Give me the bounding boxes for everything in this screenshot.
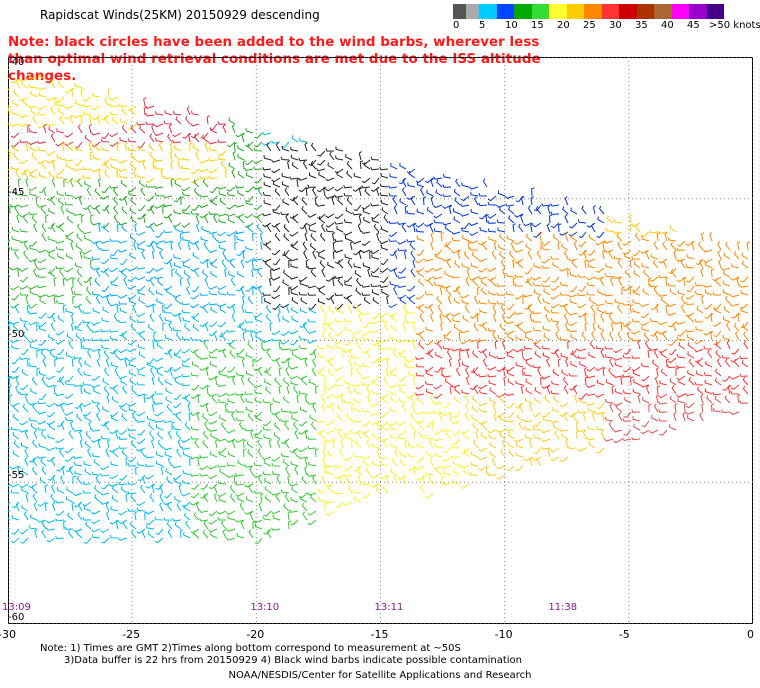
altitude-warning-note: Note: black circles have been added to t… (8, 34, 541, 84)
longitude-label: -5 (618, 628, 630, 641)
latitude-label: -60 (8, 612, 25, 623)
scale-swatch (584, 4, 602, 19)
scale-swatch (514, 4, 532, 19)
scale-swatch (496, 4, 514, 19)
scale-tick-label: >50 knots (709, 20, 760, 31)
footnote-line-1: Note: 1) Times are GMT 2)Times along bot… (40, 643, 461, 654)
longitude-label: -30 (0, 628, 16, 641)
latitude-label: -50 (8, 328, 25, 340)
credit-line: NOAA/NESDIS/Center for Satellite Applica… (228, 670, 532, 681)
scale-tick-label: 45 (687, 20, 700, 31)
scale-tick-label: 10 (505, 20, 518, 31)
time-label: 13:09 (2, 602, 31, 613)
scale-swatch (479, 4, 497, 19)
footnotes: Note: 1) Times are GMT 2)Times along bot… (40, 643, 522, 667)
color-scale-labels: 0 5 10 15 20 25 30 35 40 45 >50 knots (453, 20, 760, 34)
wind-barbs (8, 68, 751, 545)
color-scale-bar (453, 4, 724, 20)
scale-swatch (706, 4, 724, 19)
scale-tick-label: 5 (479, 20, 486, 31)
wind-barb-map[interactable] (8, 57, 753, 624)
longitude-label: -25 (122, 628, 141, 641)
latitude-label: -45 (8, 186, 25, 198)
scale-swatch (619, 4, 637, 19)
scale-tick-label: 0 (453, 20, 460, 31)
scale-swatch (466, 4, 479, 19)
scale-swatch (566, 4, 584, 19)
scale-swatch (689, 4, 707, 19)
longitude-label: -10 (494, 628, 513, 641)
footnote-line-2: 3)Data buffer is 22 hrs from 20150929 4)… (64, 655, 522, 666)
scale-tick-label: 40 (661, 20, 674, 31)
latitude-label: -40 (8, 57, 25, 68)
scale-tick-label: 25 (583, 20, 596, 31)
scale-swatch (453, 4, 466, 19)
scale-tick-label: 35 (635, 20, 648, 31)
longitude-label: -15 (370, 628, 389, 641)
latitude-label: -55 (8, 470, 25, 482)
scale-tick-label: 20 (557, 20, 570, 31)
time-label: 13:10 (250, 602, 280, 613)
longitude-label: -20 (246, 628, 265, 641)
longitude-label: 0 (747, 628, 754, 641)
scale-tick-label: 15 (531, 20, 544, 31)
scale-swatch (671, 4, 689, 19)
scale-swatch (549, 4, 567, 19)
time-label: 13:11 (374, 602, 404, 613)
scale-tick-label: 30 (609, 20, 622, 31)
time-label: 11:38 (548, 602, 578, 613)
scale-swatch (601, 4, 619, 19)
scale-swatch (531, 4, 549, 19)
map-title: Rapidscat Winds(25KM) 20150929 descendin… (40, 8, 320, 22)
scale-swatch (654, 4, 672, 19)
scale-swatch (636, 4, 654, 19)
wind-barb-plot (8, 57, 753, 624)
